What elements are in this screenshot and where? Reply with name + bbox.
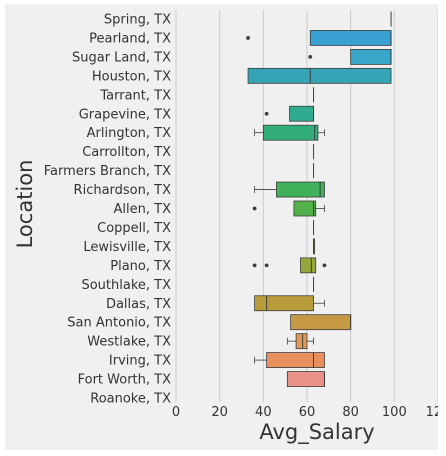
box-10 xyxy=(254,181,325,198)
box-11 xyxy=(252,200,325,217)
y-tick-label: Allen, TX xyxy=(114,202,172,217)
outlier-point xyxy=(252,263,257,268)
box-body xyxy=(254,295,314,312)
box-14 xyxy=(252,257,327,274)
box-body xyxy=(290,314,352,331)
box-17 xyxy=(290,314,352,331)
x-tick-label: 120 xyxy=(426,405,438,420)
y-tick-label: Lewisville, TX xyxy=(83,240,171,255)
box-18 xyxy=(286,333,314,350)
y-tick-label: Irving, TX xyxy=(109,354,171,369)
y-tick-label: Arlington, TX xyxy=(87,126,171,141)
y-tick-label: Dallas, TX xyxy=(106,297,171,312)
y-tick-label: Roanoke, TX xyxy=(90,392,171,407)
box-body xyxy=(350,49,392,65)
y-tick-label: Carrollton, TX xyxy=(82,145,171,160)
y-tick-label: Southlake, TX xyxy=(81,278,171,293)
x-tick-label: 100 xyxy=(382,405,407,420)
y-tick-label: Fort Worth, TX xyxy=(78,373,171,388)
y-tick-label: Houston, TX xyxy=(92,69,171,84)
box-6 xyxy=(264,105,315,122)
outlier-point xyxy=(252,206,257,211)
outlier-point xyxy=(264,263,269,268)
box-19 xyxy=(254,352,325,369)
x-axis-label: Avg_Salary xyxy=(259,420,374,445)
outlier-point xyxy=(246,36,250,40)
box-body xyxy=(266,352,325,369)
y-tick-label: Westlake, TX xyxy=(87,335,171,350)
box-3 xyxy=(308,49,392,65)
box-body xyxy=(247,67,392,84)
box-body xyxy=(300,257,317,274)
y-tick-label: Richardson, TX xyxy=(74,183,172,198)
box-16 xyxy=(254,295,325,312)
box-body xyxy=(295,333,308,350)
x-tick-label: 40 xyxy=(255,405,272,420)
figure: Spring, TX Pearland, TX Sugar Land, TX Hous… xyxy=(5,4,438,450)
y-tick-label: Coppell, TX xyxy=(97,221,171,236)
outlier-point xyxy=(322,263,327,268)
box-2 xyxy=(246,30,392,46)
x-tick-label: 80 xyxy=(342,405,359,420)
y-tick-label: Sugar Land, TX xyxy=(72,50,171,65)
box-body xyxy=(309,30,392,46)
y-tick-label: Spring, TX xyxy=(104,13,171,28)
y-tick-label: Grapevine, TX xyxy=(79,107,171,122)
y-tick-label: Farmers Branch, TX xyxy=(44,164,171,179)
y-tick-label: Tarrant, TX xyxy=(99,88,171,103)
box-20 xyxy=(286,371,325,387)
y-tick-label: Plano, TX xyxy=(110,259,171,274)
box-body xyxy=(293,200,317,217)
y-axis-label: Location xyxy=(13,160,37,249)
box-4 xyxy=(247,67,392,84)
x-tick-label: 0 xyxy=(172,405,180,420)
box-body xyxy=(276,181,325,198)
y-tick-label: San Antonio, TX xyxy=(67,316,171,331)
x-tick-label: 20 xyxy=(211,405,228,420)
outlier-point xyxy=(308,55,313,59)
box-13 xyxy=(313,238,316,255)
y-tick-label: Pearland, TX xyxy=(89,31,171,46)
boxplot-chart: Spring, TX Pearland, TX Sugar Land, TX Hous… xyxy=(13,10,438,445)
box-body xyxy=(289,105,314,122)
box-body xyxy=(286,371,325,387)
box-7 xyxy=(254,124,325,141)
outlier-point xyxy=(264,111,269,116)
x-tick-label: 60 xyxy=(299,405,316,420)
box-body xyxy=(262,124,319,141)
